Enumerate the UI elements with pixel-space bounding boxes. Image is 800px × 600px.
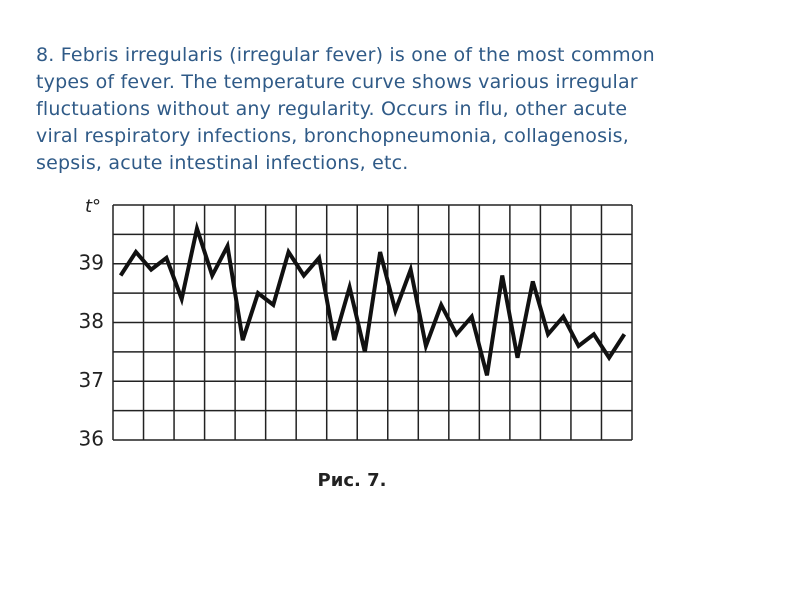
y-axis-label: t° [85,196,101,217]
caption: Рис. 7. [318,470,387,491]
text-line: fluctuations without any regularity. Occ… [36,98,628,120]
text-line: sepsis, acute intestinal infections, etc… [36,152,409,174]
y-tick-label: 37 [79,368,104,392]
text-line: 8. Febris irregularis (irregular fever) … [36,44,655,66]
y-tick-label: 36 [79,427,104,451]
line-series [118,220,627,376]
y-tick-label: 39 [79,250,104,274]
text-line: viral respiratory infections, bronchopne… [36,125,630,147]
text-line: types of fever. The temperature curve sh… [36,71,638,93]
y-tick-label: 38 [79,309,104,333]
